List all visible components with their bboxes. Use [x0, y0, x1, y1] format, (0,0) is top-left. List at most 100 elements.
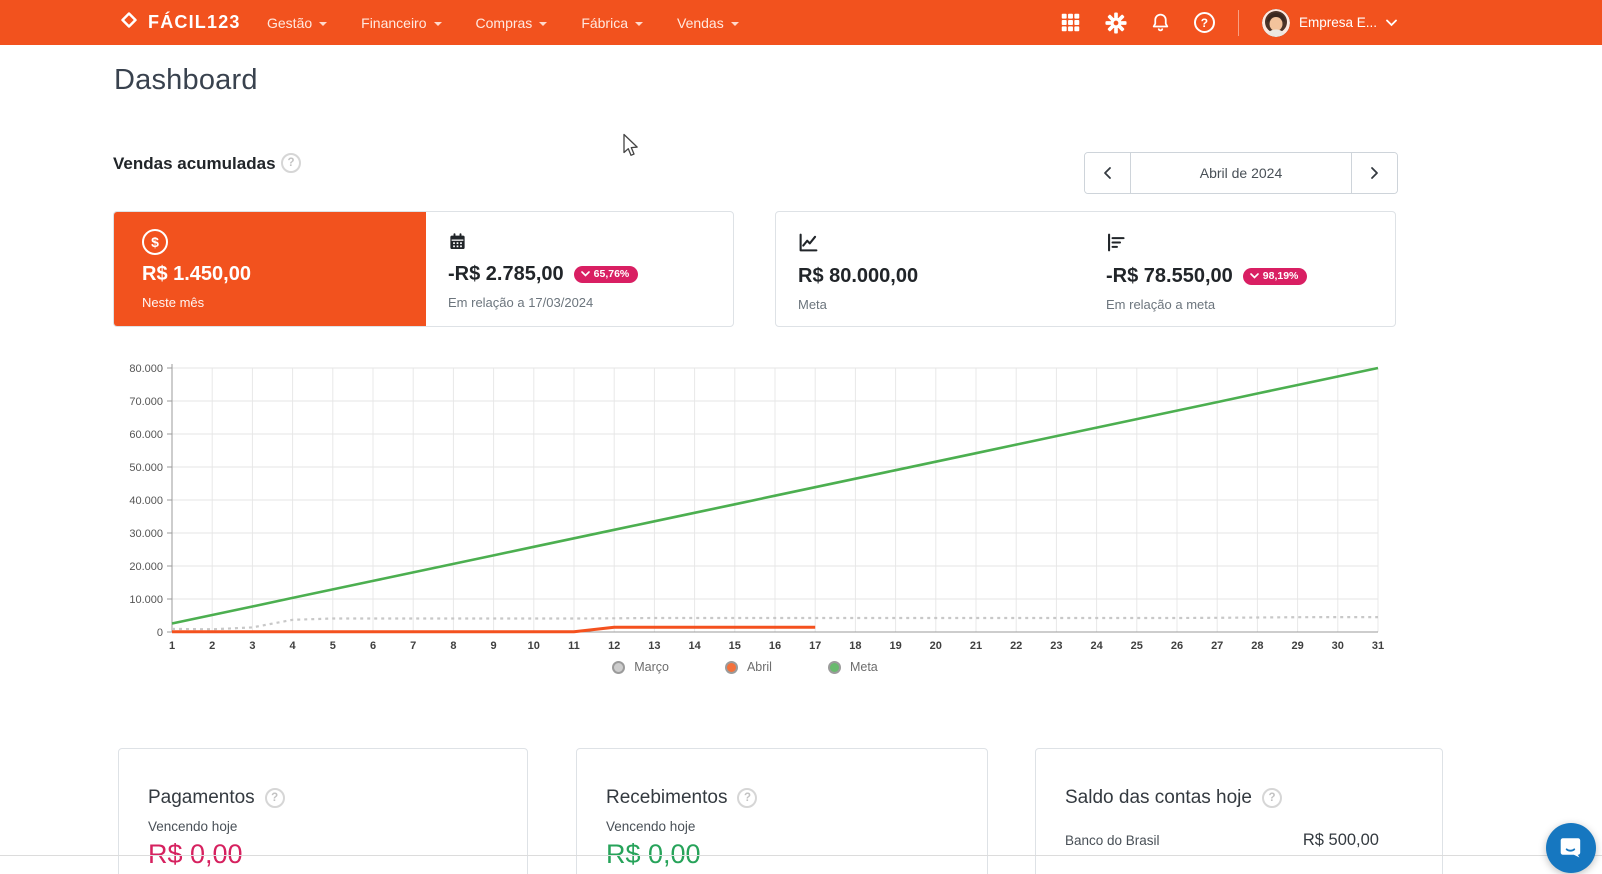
svg-text:7: 7: [410, 640, 416, 652]
svg-text:1: 1: [169, 640, 175, 652]
legend-item-meta[interactable]: Meta: [827, 660, 878, 674]
payments-title: Pagamentos: [148, 787, 255, 808]
balance-help-icon[interactable]: ?: [1261, 788, 1282, 808]
svg-text:22: 22: [1010, 640, 1022, 652]
receipts-subtitle: Vencendo hoje: [606, 819, 696, 834]
comparison-value: -R$ 2.785,00: [448, 263, 564, 285]
chevron-left-icon: [1104, 167, 1111, 179]
svg-text:10: 10: [528, 640, 540, 652]
current-month-value: R$ 1.450,00: [142, 263, 251, 285]
svg-text:24: 24: [1090, 640, 1103, 652]
svg-text:70.000: 70.000: [129, 396, 163, 408]
brand-logo[interactable]: FÁCIL123: [118, 0, 241, 45]
menu-fabrica[interactable]: Fábrica: [564, 0, 660, 45]
svg-text:9: 9: [491, 640, 497, 652]
navbar-divider: [1237, 9, 1239, 36]
chevron-down-icon: [1386, 19, 1397, 26]
meta-series-marker: [827, 660, 841, 674]
goal-panel: R$ 80.000,00 Meta: [776, 232, 1106, 326]
current-month-panel: $ R$ 1.450,00 Neste mês: [114, 212, 426, 326]
chat-launcher-button[interactable]: [1546, 823, 1596, 873]
gear-icon[interactable]: [1104, 11, 1128, 35]
legend-item-marco[interactable]: Março: [612, 660, 669, 674]
navbar-right-cluster: ? Empresa E...: [1059, 0, 1397, 45]
mouse-cursor: [623, 133, 638, 156]
svg-text:28: 28: [1251, 640, 1263, 652]
chevron-down-icon: [539, 21, 548, 26]
svg-text:6: 6: [370, 640, 376, 652]
sales-section-title: Vendas acumuladas: [113, 154, 276, 173]
svg-text:27: 27: [1211, 640, 1223, 652]
balance-account-row: Banco do Brasil R$ 500,00: [1065, 831, 1442, 850]
brand-diamond-icon: [118, 9, 140, 36]
sales-chart: 1 2 3 4 5 6 7 8 9 10 11 12 13 14 15 16 17 18 19 20 21 22 23 24 2…: [129, 363, 1384, 652]
legend-item-abril[interactable]: Abril: [724, 660, 772, 674]
receipts-help-icon[interactable]: ?: [737, 788, 758, 808]
sales-kpi-card: $ R$ 1.450,00 Neste mês -R$ 2.785,00: [113, 211, 734, 327]
current-month-label: Neste mês: [142, 295, 205, 310]
goal-label: Meta: [798, 297, 827, 312]
svg-text:12: 12: [608, 640, 620, 652]
top-navbar: FÁCIL123 Gestão Financeiro Compras Fábri…: [0, 0, 1602, 45]
svg-text:23: 23: [1050, 640, 1062, 652]
goal-kpi-card: R$ 80.000,00 Meta -R$ 78.550,00 98,19%: [775, 211, 1396, 327]
svg-text:10.000: 10.000: [129, 594, 163, 606]
payments-value: R$ 0,00: [148, 839, 243, 869]
goal-comparison-panel: -R$ 78.550,00 98,19% Em relação a meta: [1106, 232, 1395, 326]
apps-grid-icon[interactable]: [1059, 11, 1083, 35]
svg-text:2: 2: [209, 640, 215, 652]
brand-name: FÁCIL123: [148, 12, 241, 32]
payments-subtitle: Vencendo hoje: [148, 819, 238, 834]
chevron-down-icon: [433, 21, 442, 26]
menu-gestao[interactable]: Gestão: [250, 0, 344, 45]
svg-text:13: 13: [648, 640, 660, 652]
abril-series-marker: [724, 660, 738, 674]
calendar-icon: [448, 233, 467, 255]
balance-account-name: Banco do Brasil: [1065, 833, 1160, 848]
svg-text:17: 17: [809, 640, 821, 652]
receipts-title: Recebimentos: [606, 787, 728, 808]
balance-title: Saldo das contas hoje: [1065, 787, 1252, 808]
main-menu: Gestão Financeiro Compras Fábrica Vendas: [250, 0, 756, 45]
svg-text:25: 25: [1131, 640, 1143, 652]
svg-text:20: 20: [930, 640, 942, 652]
svg-text:31: 31: [1372, 640, 1384, 652]
marco-series-marker: [612, 660, 626, 674]
svg-text:16: 16: [769, 640, 781, 652]
svg-text:0: 0: [157, 627, 163, 639]
previous-month-button[interactable]: [1085, 153, 1130, 193]
bell-icon[interactable]: [1149, 11, 1173, 35]
svg-text:26: 26: [1171, 640, 1183, 652]
bar-chart-icon: [1106, 233, 1127, 257]
sales-help-icon[interactable]: ?: [281, 153, 301, 173]
dollar-icon: $: [142, 229, 168, 255]
menu-financeiro[interactable]: Financeiro: [344, 0, 458, 45]
svg-text:19: 19: [889, 640, 901, 652]
menu-vendas[interactable]: Vendas: [660, 0, 756, 45]
chart-legend: Março Abril Meta: [100, 660, 1390, 674]
svg-text:5: 5: [330, 640, 336, 652]
svg-text:30: 30: [1332, 640, 1344, 652]
account-menu[interactable]: Empresa E...: [1261, 8, 1397, 37]
svg-text:11: 11: [568, 640, 580, 652]
period-label[interactable]: Abril de 2024: [1130, 153, 1352, 193]
help-icon[interactable]: ?: [1193, 12, 1215, 33]
svg-text:21: 21: [970, 640, 982, 652]
line-chart-icon: [798, 233, 819, 257]
comparison-panel: -R$ 2.785,00 65,76% Em relação a 17/03/2…: [426, 212, 733, 326]
balance-account-value: R$ 500,00: [1302, 831, 1379, 849]
next-month-button[interactable]: [1352, 153, 1397, 193]
avatar: [1261, 8, 1290, 37]
menu-compras[interactable]: Compras: [459, 0, 565, 45]
account-name: Empresa E...: [1298, 15, 1377, 30]
balance-card: Saldo das contas hoje ? Banco do Brasil …: [1035, 748, 1443, 874]
comparison-label: Em relação a 17/03/2024: [448, 295, 594, 310]
svg-text:8: 8: [450, 640, 456, 652]
chevron-down-icon: [319, 21, 328, 26]
svg-text:3: 3: [249, 640, 255, 652]
payments-help-icon[interactable]: ?: [264, 788, 285, 808]
chat-bubble-icon: [1560, 838, 1581, 858]
chevron-down-icon: [730, 21, 739, 26]
comparison-badge: 65,76%: [573, 265, 639, 284]
